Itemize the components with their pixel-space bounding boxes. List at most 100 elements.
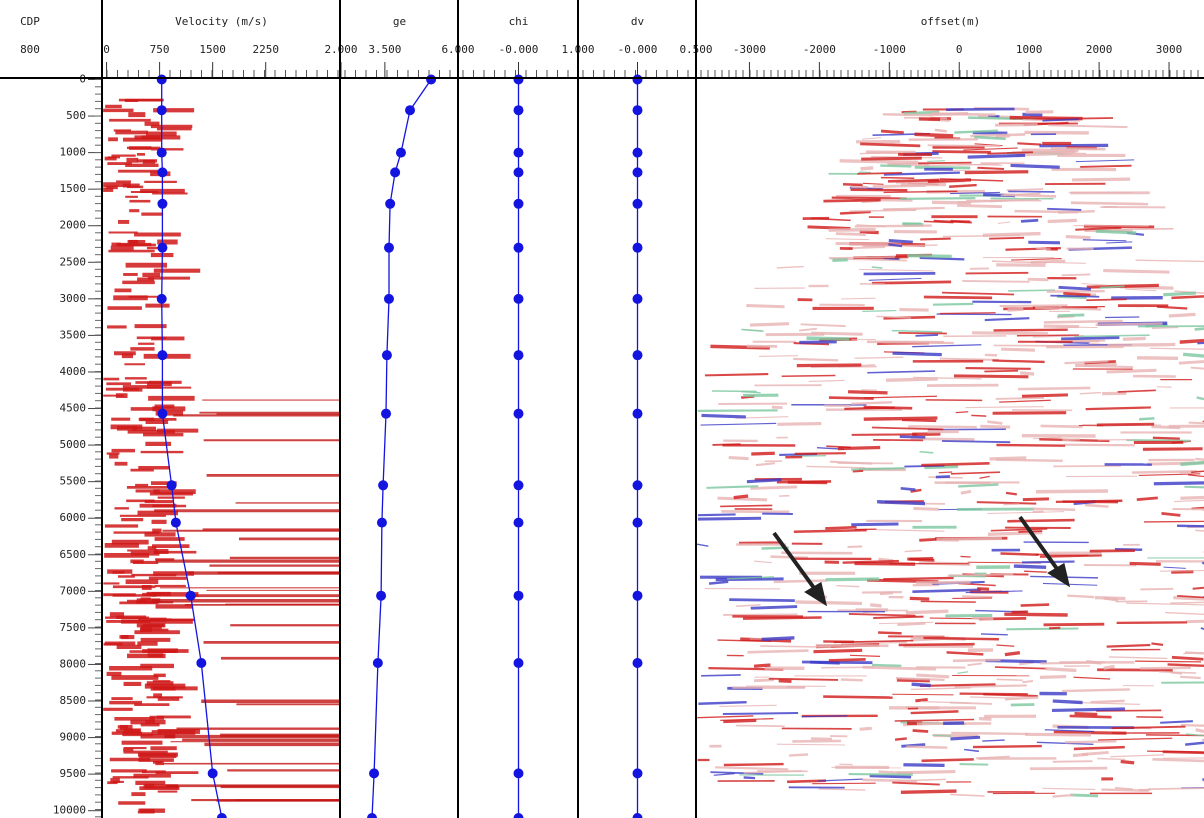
trace-event [1042,118,1079,122]
trace-event [921,461,990,467]
trace-event [1108,656,1168,660]
trace-event [938,471,953,474]
trace-event [871,266,883,269]
pick-point [196,657,207,668]
trace-event [878,770,913,775]
trace-event [883,190,958,194]
trace-event [1009,115,1083,121]
trace-event [873,438,924,442]
pick-point [632,768,643,779]
trace-event [1044,666,1077,673]
trace-event [778,679,792,684]
trace-event [851,467,905,471]
y-tick-label: 3500 [60,328,87,341]
trace-event [910,710,959,715]
trace-event [825,577,880,582]
trace-event [736,724,785,728]
pick-point [381,350,392,361]
trace-event [1195,529,1204,532]
trace-event [1151,642,1164,646]
pick-point [367,813,378,818]
trace-event [1048,124,1128,129]
pick-point [383,242,394,253]
trace-event [1021,560,1075,564]
trace-event [715,577,784,582]
trace-event [1142,447,1203,451]
trace-event [910,687,972,691]
y-tick-label: 6500 [60,548,87,561]
trace-event [995,134,1011,139]
trace-event [701,674,741,677]
trace-event [919,450,934,454]
trace-event [835,232,866,236]
trace-event [753,663,771,668]
trace-event [749,322,790,327]
trace-event [955,411,969,414]
pick-point [157,408,168,419]
trace-event [876,315,912,319]
trace-event [1160,569,1204,572]
pick-point [513,768,524,779]
trace-event [916,673,950,679]
trace-event [947,573,1014,577]
pick-point [157,198,168,209]
trace-event [1184,651,1204,655]
trace-event [1005,491,1017,496]
trace-event [888,238,913,244]
trace-event [861,156,922,161]
pick-point [513,480,524,491]
trace-event [1063,292,1091,297]
trace-event [1135,259,1204,263]
trace-event [1053,464,1121,468]
trace-event [1161,512,1181,517]
trace-event [1153,481,1204,486]
trace-event [880,176,915,179]
trace-event [1170,601,1204,604]
trace-event [932,302,974,306]
x-tick-label: 0 [956,43,963,56]
trace-event [912,588,981,593]
trace-event [1083,224,1155,229]
panel-title: offset(m) [921,15,981,28]
arrows [772,515,1071,607]
trace-event [1185,741,1204,746]
trace-event [1021,393,1068,398]
arrow [1018,515,1062,575]
trace-event [882,208,917,211]
pick-point [513,408,524,419]
trace-event [755,462,776,467]
trace-event [978,716,992,721]
trace-event [1051,707,1125,712]
trace-event [919,256,965,261]
trace-event [1150,347,1204,350]
trace-event [951,731,1029,736]
trace-event [862,665,936,671]
trace-event [1082,239,1127,242]
trace-event [996,678,1023,682]
trace-event [1171,655,1204,661]
trace-event [894,718,975,722]
trace-event [878,631,902,635]
trace-event [836,584,860,588]
trace-event [877,499,926,506]
trace-event [851,433,918,436]
trace-event [1106,643,1151,648]
trace-event [941,291,1015,296]
x-tick-label: 3.500 [368,43,401,56]
pick-point [369,768,380,779]
pick-point [216,813,227,818]
trace-event [876,529,945,532]
trace-event [892,693,954,696]
trace-event [710,771,764,775]
trace-event [698,700,747,706]
trace-event [965,367,1031,370]
trace-event [1180,675,1201,680]
trace-event [860,166,874,171]
trace-event [1138,473,1201,476]
trace-event [950,793,985,797]
trace-event [839,159,919,164]
trace-event [708,580,729,585]
trace-event [723,719,757,724]
trace-event [900,486,916,492]
pick-point [156,105,167,116]
